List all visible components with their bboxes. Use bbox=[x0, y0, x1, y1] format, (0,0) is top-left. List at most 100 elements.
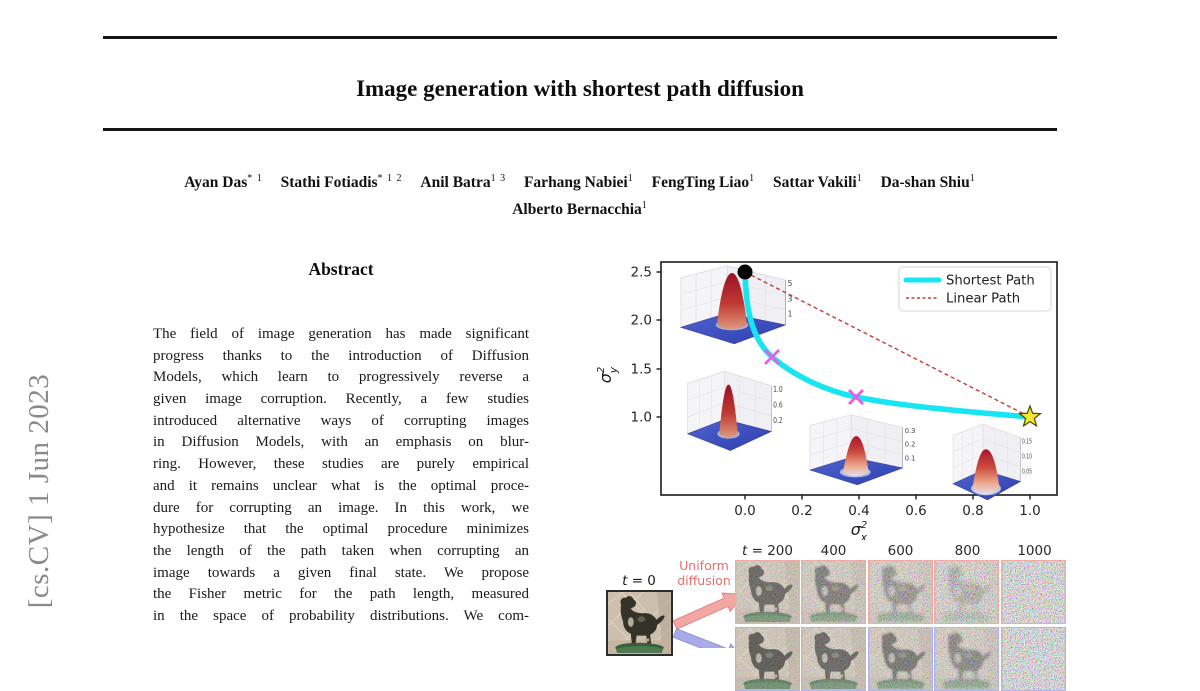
y-axis-label: σ2y bbox=[596, 366, 620, 383]
svg-text:0.8: 0.8 bbox=[962, 503, 983, 519]
svg-text:1.5: 1.5 bbox=[631, 362, 652, 378]
uniform-image-t400 bbox=[801, 560, 866, 624]
shortest-image-t400 bbox=[801, 627, 866, 691]
shortest-image-t600 bbox=[868, 627, 933, 691]
abstract-line: Models, which learn to progressively rev… bbox=[153, 369, 529, 386]
x-tick-labels: 0.0 0.2 0.4 0.6 0.8 1.0 bbox=[734, 503, 1040, 519]
svg-text:0.6: 0.6 bbox=[905, 503, 926, 519]
abstract-line: progress thanks to the introduction of D… bbox=[153, 347, 529, 364]
top-rule bbox=[103, 36, 1057, 39]
t600-label: 600 bbox=[887, 543, 914, 559]
svg-text:0.2: 0.2 bbox=[905, 441, 916, 449]
start-point-marker bbox=[737, 264, 753, 280]
author-affiliation: 1 bbox=[749, 173, 756, 184]
t800-label: 800 bbox=[954, 543, 981, 559]
title-rule bbox=[103, 128, 1057, 131]
svg-text:0.3: 0.3 bbox=[905, 427, 916, 435]
author: FengTing Liao1 bbox=[651, 173, 756, 192]
cross-marker-1 bbox=[764, 349, 780, 365]
author: Farhang Nabiei1 bbox=[523, 173, 634, 192]
svg-text:2.5: 2.5 bbox=[631, 265, 652, 281]
svg-text:3: 3 bbox=[788, 294, 793, 303]
uniform-image-t600 bbox=[868, 560, 933, 624]
abstract-line: dure for corrupting an image. In this wo… bbox=[153, 499, 529, 516]
inset-3d-surface-3: 0.3 0.2 0.1 bbox=[809, 414, 916, 486]
author: Stathi Fotiadis* 1 2 bbox=[280, 173, 403, 192]
uniform-image-t200 bbox=[735, 560, 800, 624]
author-affiliation: 1 bbox=[641, 199, 648, 211]
svg-text:0.2: 0.2 bbox=[791, 503, 812, 519]
author: Ayan Das* 1 bbox=[184, 173, 263, 192]
uniform-image-t800 bbox=[934, 560, 999, 624]
inset-3d-surface-2: 1.0 0.6 0.2 bbox=[687, 370, 783, 452]
abstract-line: the length of the path taken when corrup… bbox=[153, 542, 529, 559]
author-row-2: Alberto Bernacchia1 bbox=[103, 195, 1057, 222]
y-tick-marks bbox=[656, 271, 661, 418]
inset-z-labels: 0.15 0.10 0.05 bbox=[1022, 439, 1032, 476]
svg-text:1.0: 1.0 bbox=[631, 410, 652, 426]
author-affiliation: 1 bbox=[856, 173, 863, 184]
shortest-image-t1000 bbox=[1001, 627, 1066, 691]
end-star-marker bbox=[1017, 404, 1043, 428]
inset-3d-surface-4: 0.15 0.10 0.05 bbox=[952, 423, 1032, 501]
svg-text:1: 1 bbox=[788, 310, 793, 319]
x-tick-marks bbox=[744, 495, 1031, 500]
linear-path-line bbox=[744, 271, 1031, 418]
author-affiliation: * 1 2 bbox=[377, 173, 403, 184]
svg-text:1.0: 1.0 bbox=[1019, 503, 1040, 519]
svg-text:0.6: 0.6 bbox=[773, 401, 783, 410]
uniform-diffusion-label: Uniform diffusion bbox=[677, 558, 731, 588]
arxiv-sidebar-label: [cs.CV] 1 Jun 2023 bbox=[23, 373, 55, 609]
legend-shortest-path-label: Shortest Path bbox=[946, 274, 1035, 289]
abstract-line: The field of image generation has made s… bbox=[153, 326, 529, 342]
page-title: Image generation with shortest path diff… bbox=[356, 76, 804, 102]
author-affiliation: 1 3 bbox=[490, 173, 507, 184]
author-list: Ayan Das* 1 Stathi Fotiadis* 1 2 Anil Ba… bbox=[103, 168, 1057, 221]
abstract-line: hypothesize that the optimal procedure m… bbox=[153, 521, 529, 538]
abstract-heading: Abstract bbox=[308, 259, 374, 279]
abstract-line: introduced alternative ways of corruptin… bbox=[153, 412, 529, 429]
uniform-image-t1000 bbox=[1001, 560, 1066, 624]
shortest-image-t200 bbox=[735, 627, 800, 691]
shortest-path-diffusion-arrow bbox=[672, 628, 746, 648]
abstract-line: and it remains unclear what is the optim… bbox=[153, 477, 529, 494]
cross-marker-2 bbox=[848, 389, 864, 405]
shortest-image-t800 bbox=[934, 627, 999, 691]
author: Alberto Bernacchia1 bbox=[512, 199, 648, 218]
shortest-path-curve bbox=[742, 269, 1033, 420]
abstract-line: the Fisher metric for the path length, m… bbox=[153, 586, 529, 603]
author: Anil Batra1 3 bbox=[420, 173, 507, 192]
author-affiliation: 1 bbox=[969, 173, 976, 184]
inset-z-labels: 1.0 0.6 0.2 bbox=[773, 385, 783, 425]
author-row-1: Ayan Das* 1 Stathi Fotiadis* 1 2 Anil Ba… bbox=[103, 168, 1057, 195]
t200-label: t = 200 bbox=[742, 543, 793, 559]
inset-3d-surface-1: 5 3 1 bbox=[680, 265, 793, 345]
abstract-line: image towards a given final state. We pr… bbox=[153, 564, 529, 581]
author-affiliation: 1 bbox=[627, 173, 634, 184]
diffusion-path-plot: 2.5 2.0 1.5 1.0 0.0 0.2 0.4 0.6 0.8 1.0 … bbox=[596, 261, 1058, 540]
svg-text:0.2: 0.2 bbox=[773, 416, 783, 425]
inset-z-labels: 5 3 1 bbox=[788, 279, 793, 319]
svg-text:2.0: 2.0 bbox=[631, 313, 652, 329]
abstract-line: ring. However, these studies are purely … bbox=[153, 456, 529, 473]
svg-text:0.10: 0.10 bbox=[1022, 454, 1032, 461]
abstract-line: in the space of probability distribution… bbox=[153, 607, 529, 624]
author: Sattar Vakili1 bbox=[772, 173, 863, 192]
y-tick-labels: 2.5 2.0 1.5 1.0 bbox=[631, 265, 652, 426]
svg-text:5: 5 bbox=[788, 279, 793, 288]
x-axis-label: σ2 x bbox=[851, 520, 868, 540]
svg-text:1.0: 1.0 bbox=[773, 385, 783, 394]
inset-z-labels: 0.3 0.2 0.1 bbox=[905, 427, 916, 463]
abstract-line: given image corruption. Recently, a few … bbox=[153, 391, 529, 408]
svg-text:0.4: 0.4 bbox=[848, 503, 869, 519]
source-image-t0 bbox=[606, 590, 673, 656]
legend-linear-path-label: Linear Path bbox=[946, 292, 1020, 307]
t400-label: 400 bbox=[820, 543, 847, 559]
t1000-label: 1000 bbox=[1017, 543, 1052, 559]
author: Da-shan Shiu1 bbox=[880, 173, 976, 192]
t0-label: t = 0 bbox=[622, 573, 656, 589]
svg-text:0.05: 0.05 bbox=[1022, 469, 1032, 476]
author-affiliation: * 1 bbox=[247, 173, 263, 184]
svg-text:0.0: 0.0 bbox=[734, 503, 755, 519]
abstract-text: The field of image generation has made s… bbox=[153, 324, 529, 628]
